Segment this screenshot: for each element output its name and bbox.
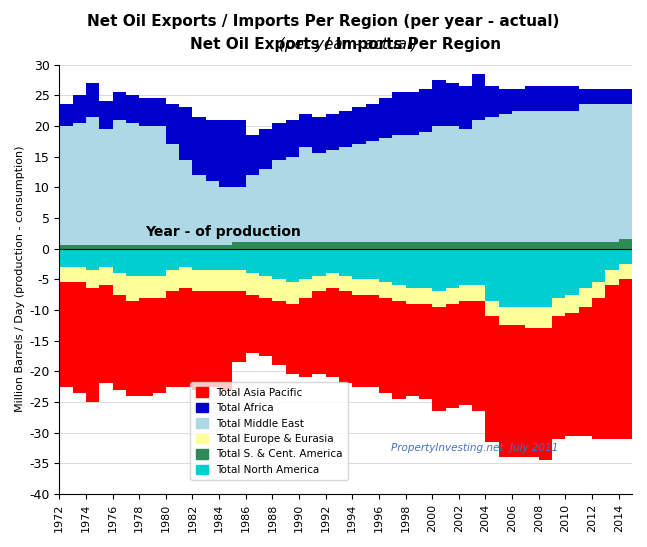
Text: PropertyInvesting.net  July 2011: PropertyInvesting.net July 2011 bbox=[391, 443, 559, 453]
Text: Net Oil Exports / Imports Per Region: Net Oil Exports / Imports Per Region bbox=[190, 37, 501, 51]
Text: Net Oil Exports / Imports Per Region (per year - actual): Net Oil Exports / Imports Per Region (pe… bbox=[87, 14, 560, 28]
Legend: Total Asia Pacific, Total Africa, Total Middle East, Total Europe & Eurasia, Tot: Total Asia Pacific, Total Africa, Total … bbox=[190, 382, 348, 480]
Text: Year - of production: Year - of production bbox=[145, 225, 301, 239]
Y-axis label: Million Barrels / Day (production - consumption): Million Barrels / Day (production - cons… bbox=[15, 146, 25, 412]
Text: (per year - actual): (per year - actual) bbox=[274, 37, 417, 51]
